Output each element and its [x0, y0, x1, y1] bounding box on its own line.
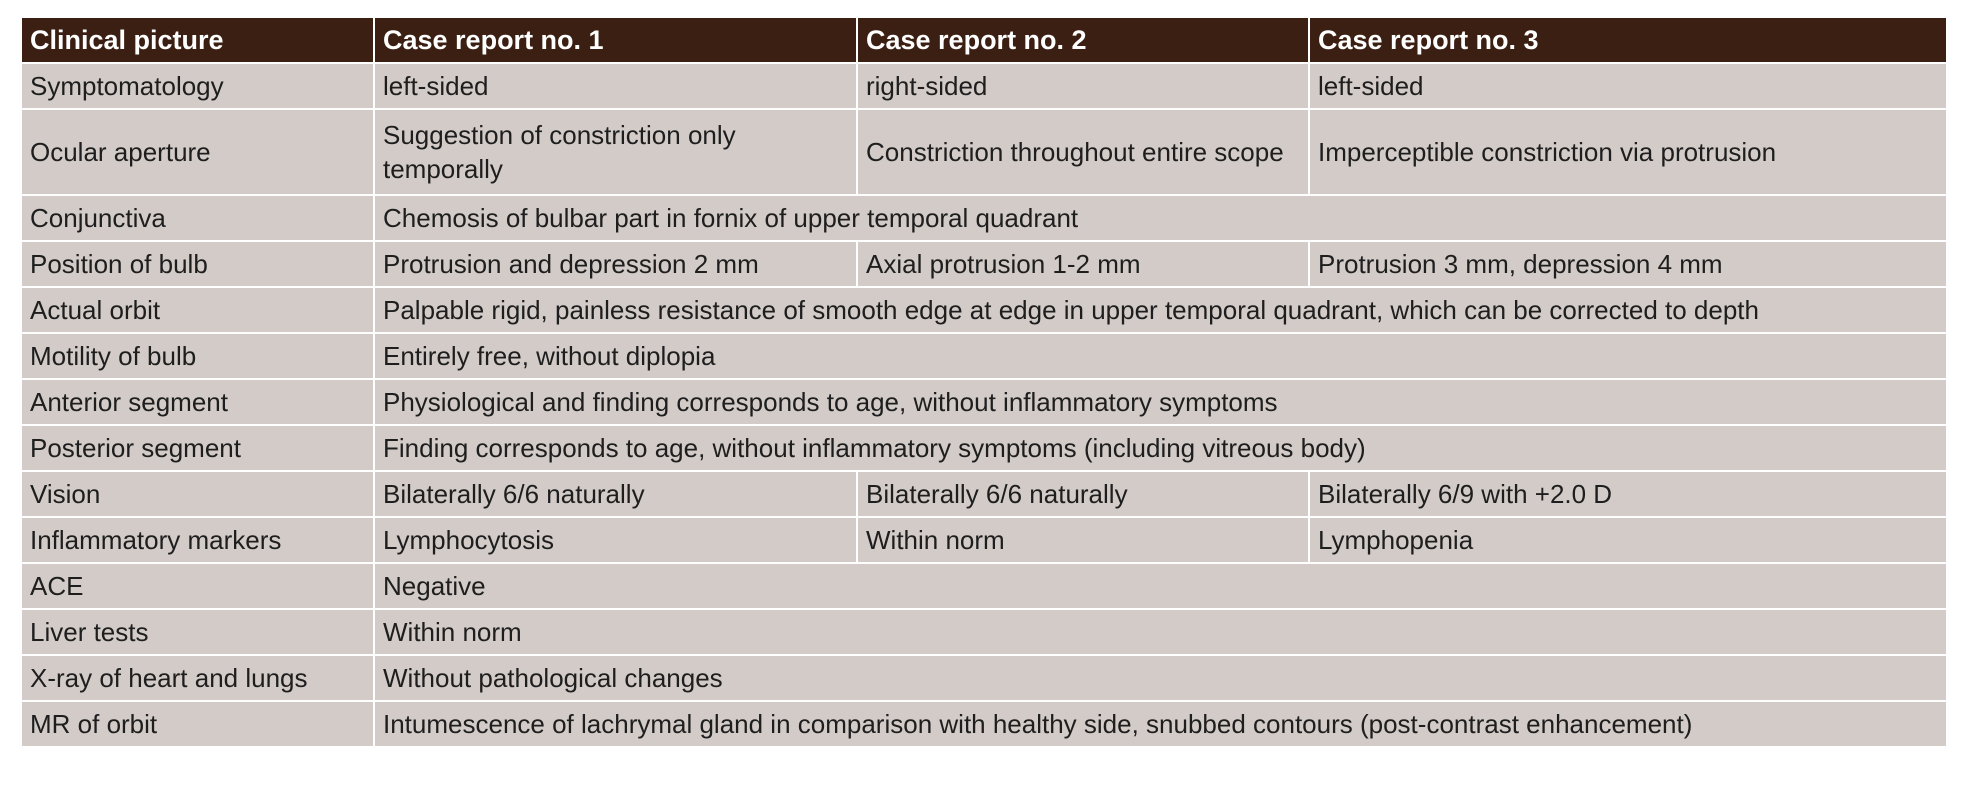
row-label: Posterior segment [20, 424, 375, 472]
table-cell-case-2: Bilaterally 6/6 naturally [856, 470, 1310, 518]
table-cell-case-1: Suggestion of constriction only temporal… [373, 108, 858, 196]
header-row: Clinical picture Case report no. 1 Case … [20, 16, 1948, 64]
table-row: Actual orbit Palpable rigid, painless res… [20, 286, 1948, 334]
table-cell-case-1: left-sided [373, 62, 858, 110]
table-cell-all-cases: Negative [373, 562, 1948, 610]
table-cell-case-3: Imperceptible constriction via protrusio… [1308, 108, 1948, 196]
table-row: Anterior segment Physiological and findin… [20, 378, 1948, 426]
row-label: Liver tests [20, 608, 375, 656]
table-cell-all-cases: Intumescence of lachrymal gland in compa… [373, 700, 1948, 748]
table-row: Symptomatology left-sided right-sided left-… [20, 62, 1948, 110]
table-row: Inflammatory markers Lymphocytosis Within … [20, 516, 1948, 564]
table-cell-case-3: Bilaterally 6/9 with +2.0 D [1308, 470, 1948, 518]
table-cell-case-2: right-sided [856, 62, 1310, 110]
row-label: Vision [20, 470, 375, 518]
row-label: Position of bulb [20, 240, 375, 288]
table-cell-all-cases: Without pathological changes [373, 654, 1948, 702]
header-case-report-3: Case report no. 3 [1308, 16, 1948, 64]
table-cell-case-1: Bilaterally 6/6 naturally [373, 470, 858, 518]
table-row: X-ray of heart and lungs Without patholog… [20, 654, 1948, 702]
row-label: Conjunctiva [20, 194, 375, 242]
table-cell-case-2: Axial protrusion 1-2 mm [856, 240, 1310, 288]
table-cell-case-1: Lymphocytosis [373, 516, 858, 564]
row-label: Ocular aperture [20, 108, 375, 196]
table-row: Conjunctiva Chemosis of bulbar part in fo… [20, 194, 1948, 242]
table-row: ACE Negative [20, 562, 1948, 610]
row-label: Actual orbit [20, 286, 375, 334]
table-cell-case-2: Within norm [856, 516, 1310, 564]
table-cell-case-1: Protrusion and depression 2 mm [373, 240, 858, 288]
table-cell-all-cases: Entirely free, without diplopia [373, 332, 1948, 380]
table-cell-all-cases: Within norm [373, 608, 1948, 656]
table-row: MR of orbit Intumescence of lachrymal gla… [20, 700, 1948, 748]
table-cell-case-3: left-sided [1308, 62, 1948, 110]
table-cell-all-cases: Palpable rigid, painless resistance of s… [373, 286, 1948, 334]
header-case-report-1: Case report no. 1 [373, 16, 858, 64]
row-label: ACE [20, 562, 375, 610]
table-body: Symptomatology left-sided right-sided left-… [20, 62, 1948, 748]
clinical-comparison-table: Clinical picture Case report no. 1 Case … [20, 16, 1948, 748]
header-clinical-picture: Clinical picture [20, 16, 375, 64]
table-cell-all-cases: Physiological and finding corresponds to… [373, 378, 1948, 426]
row-label: X-ray of heart and lungs [20, 654, 375, 702]
row-label: Inflammatory markers [20, 516, 375, 564]
table-row: Ocular aperture Suggestion of constrictio… [20, 108, 1948, 196]
table-header: Clinical picture Case report no. 1 Case … [20, 16, 1948, 64]
table-cell-case-3: Lymphopenia [1308, 516, 1948, 564]
table-row: Position of bulb Protrusion and depressio… [20, 240, 1948, 288]
row-label: MR of orbit [20, 700, 375, 748]
table-cell-all-cases: Finding corresponds to age, without infl… [373, 424, 1948, 472]
row-label: Motility of bulb [20, 332, 375, 380]
clinical-comparison-table-container: Clinical picture Case report no. 1 Case … [20, 16, 1948, 748]
table-row: Posterior segment Finding corresponds to … [20, 424, 1948, 472]
table-row: Vision Bilaterally 6/6 naturally Bilateral… [20, 470, 1948, 518]
row-label: Anterior segment [20, 378, 375, 426]
table-row: Liver tests Within norm [20, 608, 1948, 656]
table-cell-case-3: Protrusion 3 mm, depression 4 mm [1308, 240, 1948, 288]
header-case-report-2: Case report no. 2 [856, 16, 1310, 64]
table-row: Motility of bulb Entirely free, without d… [20, 332, 1948, 380]
table-cell-case-2: Constriction throughout entire scope [856, 108, 1310, 196]
table-cell-all-cases: Chemosis of bulbar part in fornix of upp… [373, 194, 1948, 242]
row-label: Symptomatology [20, 62, 375, 110]
